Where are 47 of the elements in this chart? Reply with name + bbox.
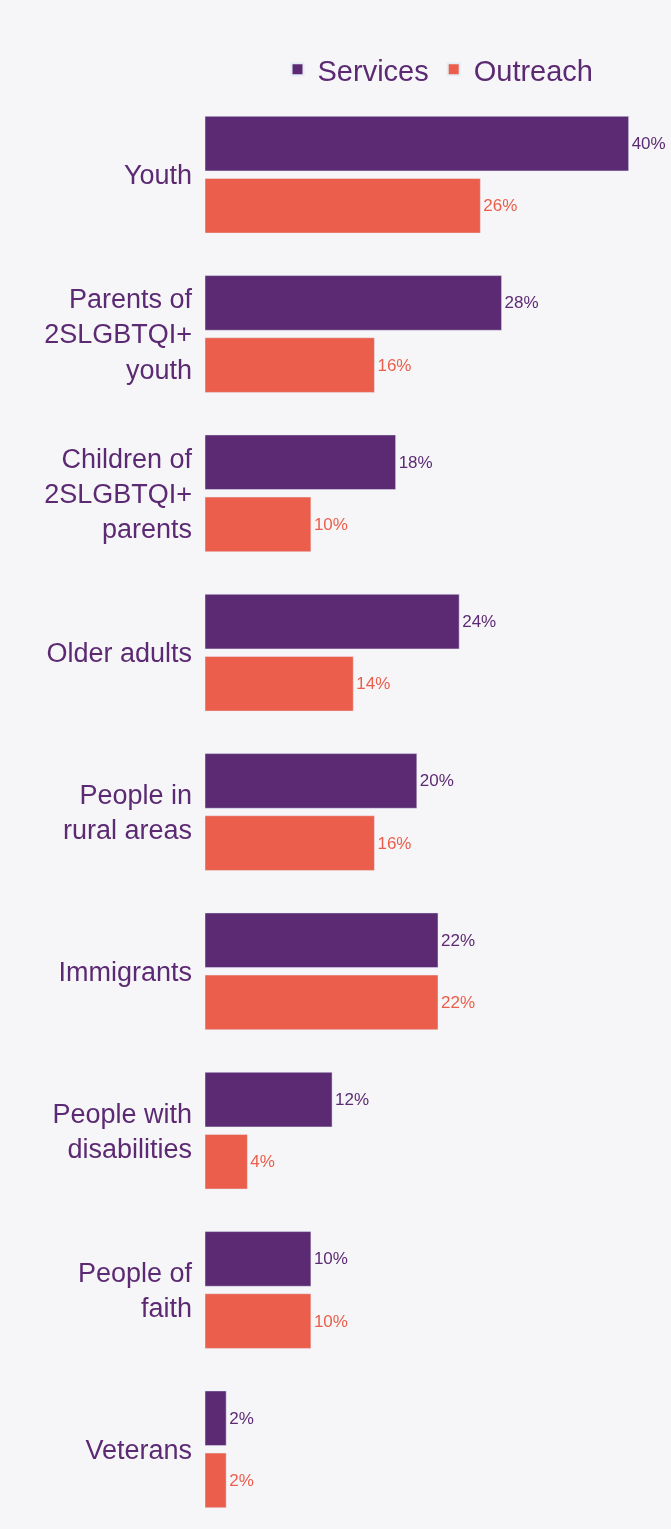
data-label: 18% bbox=[398, 452, 433, 472]
y-tick-label: Older adults bbox=[46, 638, 192, 669]
data-label: 14% bbox=[356, 674, 391, 694]
bar bbox=[205, 912, 439, 968]
bar bbox=[205, 1072, 333, 1128]
bar bbox=[205, 594, 460, 650]
data-label: 10% bbox=[313, 1249, 348, 1269]
data-label: 2% bbox=[229, 1470, 254, 1490]
bar bbox=[205, 1134, 248, 1190]
data-label: 12% bbox=[335, 1090, 370, 1110]
y-tick-label: Children of 2SLGBTQI+ parents bbox=[44, 443, 193, 544]
bar bbox=[205, 178, 481, 234]
bar bbox=[205, 337, 375, 393]
bar bbox=[205, 1293, 312, 1349]
y-tick-label: People in rural areas bbox=[62, 779, 192, 845]
y-tick-label: Youth bbox=[123, 160, 192, 191]
data-label: 16% bbox=[377, 355, 412, 375]
bar bbox=[205, 656, 354, 712]
data-label: 10% bbox=[313, 1311, 348, 1331]
data-label: 2% bbox=[229, 1408, 254, 1428]
y-tick-label: People of faith bbox=[77, 1257, 193, 1323]
bar bbox=[205, 1452, 227, 1508]
bar bbox=[205, 116, 629, 172]
bar bbox=[205, 1390, 227, 1446]
data-label: 22% bbox=[441, 992, 476, 1012]
y-tick-label: Immigrants bbox=[58, 956, 192, 987]
bar bbox=[205, 434, 396, 490]
bar bbox=[205, 496, 312, 552]
y-tick-label: Parents of 2SLGBTQI+ youth bbox=[44, 284, 193, 385]
bar bbox=[205, 815, 375, 871]
bar bbox=[205, 753, 418, 809]
data-label: 20% bbox=[419, 771, 454, 791]
data-label: 22% bbox=[441, 930, 476, 950]
data-label: 10% bbox=[313, 514, 348, 534]
y-tick-label: Veterans bbox=[85, 1434, 192, 1465]
legend-label: Outreach bbox=[473, 54, 593, 87]
bar bbox=[205, 275, 502, 331]
bar bbox=[205, 1231, 312, 1287]
data-label: 26% bbox=[483, 196, 518, 216]
data-label: 40% bbox=[631, 134, 666, 154]
bar bbox=[205, 974, 439, 1030]
data-label: 24% bbox=[462, 612, 497, 632]
data-label: 16% bbox=[377, 833, 412, 853]
data-label: 4% bbox=[250, 1152, 275, 1172]
data-label: 28% bbox=[504, 293, 539, 313]
legend-label: Services bbox=[317, 54, 429, 87]
y-tick-label: People with disabilities bbox=[52, 1098, 192, 1164]
